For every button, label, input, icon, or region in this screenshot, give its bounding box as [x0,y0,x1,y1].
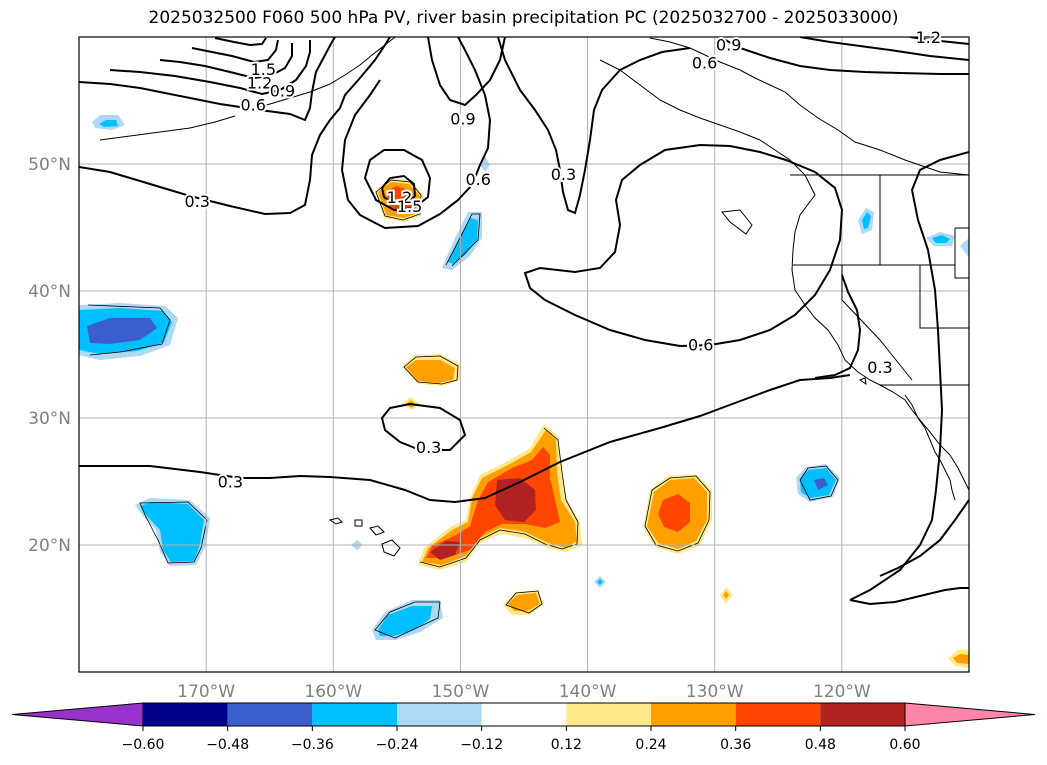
pv-contour-0.3-south [79,374,851,504]
coastlines [99,37,969,557]
colorbar-tick-label: −0.48 [206,737,249,753]
pv-contour-0.6-east [523,143,844,348]
colorbar-segment [566,703,651,726]
precip-pc-shading [79,115,969,668]
pv-contour-lines [79,37,969,606]
pv-contour-label: 0.9 [716,36,741,55]
map-gridlines [79,37,969,672]
lon-tick-label: 120°W [813,682,871,702]
pv-contour-1.5-west [191,39,279,64]
pv-contour-0.6-west [79,37,336,122]
colorbar-segment [227,703,313,726]
lat-tick-label: 40°N [28,282,71,302]
precip-area-negative-north [442,212,482,270]
pv-contour-0.6-coast [849,151,969,601]
pv-contour-label: 0.6 [466,170,491,189]
pv-contour-1.2-west [159,43,293,80]
pv-contour-label: 0.9 [270,81,295,100]
colorbar-tick-label: 0.48 [805,737,836,753]
lat-tick-label: 20°N [28,536,71,556]
pv-contour-0.3-centre [497,37,691,215]
colorbar-frame [142,702,906,727]
colorbar-tick-label: −0.60 [122,737,165,753]
pv-contour-labels: 1.51.20.90.60.30.90.6 0.31.21.50.90.61.20… [183,26,944,494]
colorbar-tick-label: −0.24 [376,737,419,753]
lon-tick-label: 130°W [686,682,744,702]
lat-tick-label: 30°N [28,409,71,429]
colorbar-tick-label: 0.60 [889,737,920,753]
pv-contour-0.3-loop [380,402,467,451]
chart-title: 2025032500 F060 500 hPa PV, river basin … [148,8,899,28]
pv-contour-label: 0.3 [551,165,576,184]
colorbar-tick-label: −0.36 [291,737,334,753]
precip-area-negative-small [92,115,969,588]
pv-contour-label: 1.2 [916,28,941,47]
colorbar-extend-high [904,702,1036,727]
pv-contour-label: 0.6 [688,335,713,354]
pv-contour-1.2-centre [363,149,432,212]
pv-contour-0.3-coast [879,499,969,577]
precip-area-negative-west [135,498,210,566]
pv-contour-label: 0.6 [240,95,265,114]
pv-contour-1.8-west [214,37,267,47]
pv-contour-0.6-east-tail [814,274,862,379]
pv-contour-label: 0.3 [218,473,243,492]
colorbar-segment [481,703,567,726]
colorbar-segment [143,703,228,726]
precip-area-positive-small [503,587,969,668]
colorbar-segment [397,703,482,726]
colorbar-tick-label: 0.12 [551,737,582,753]
pv-contour-1.2-north [909,37,969,45]
colorbar-segment [735,703,821,726]
pv-contour-0.6-centre [340,37,492,230]
pv-contour-label: 0.6 [692,53,717,72]
pv-contour-0.3-north [79,37,391,216]
precip-area-positive-north [375,178,423,222]
precip-area-positive-main [418,424,582,570]
precip-area-positive-east [643,474,712,554]
pv-contour-label: 0.9 [450,109,475,128]
lon-tick-label: 150°W [432,682,490,702]
pv-contour-0.9-west [109,40,311,96]
pv-contour-label: 1.5 [397,197,422,216]
pv-contour-1.5-centre [380,174,417,206]
lat-tick-label: 50°N [28,155,71,175]
lon-tick-label: 170°W [177,682,235,702]
lon-tick-label: 160°W [304,682,362,702]
pv-contour-label: 0.3 [867,358,892,377]
pv-contour-0.6-lower [849,587,969,606]
pv-contour-0.9-north [799,37,969,61]
pv-contour-label: 0.3 [416,438,441,457]
colorbar-segment [820,703,905,726]
colorbar-tick-label: −0.12 [460,737,503,753]
pv-contour-0.9-centre [427,37,506,107]
colorbar-tick-label: 0.36 [720,737,751,753]
precip-area-negative-south [372,600,443,640]
lon-tick-label: 140°W [559,682,617,702]
pv-contour-label: 1.2 [247,74,272,93]
map-frame [78,36,970,673]
colorbar-tick-label: 0.24 [635,737,666,753]
pv-contour-label: 0.3 [185,192,210,211]
colorbar-segment [312,703,397,726]
pv-contour-label: 1.5 [251,60,276,79]
colorbar: −0.60 −0.48 −0.36 −0.24 −0.12 0.12 0.24 0.36 0.4… [11,702,1036,753]
colorbar-segment [651,703,736,726]
pv-contour-label: 1.2 [387,188,412,207]
axis-tick-labels: 170°W 160°W 150°W 140°W 130°W 120°W 20°N 30°N 40… [28,155,871,702]
precip-outlines [87,179,839,639]
precip-area-negative-east [796,464,840,502]
colorbar-extend-low [11,702,144,727]
pv-contour-0.6-north [719,37,969,75]
